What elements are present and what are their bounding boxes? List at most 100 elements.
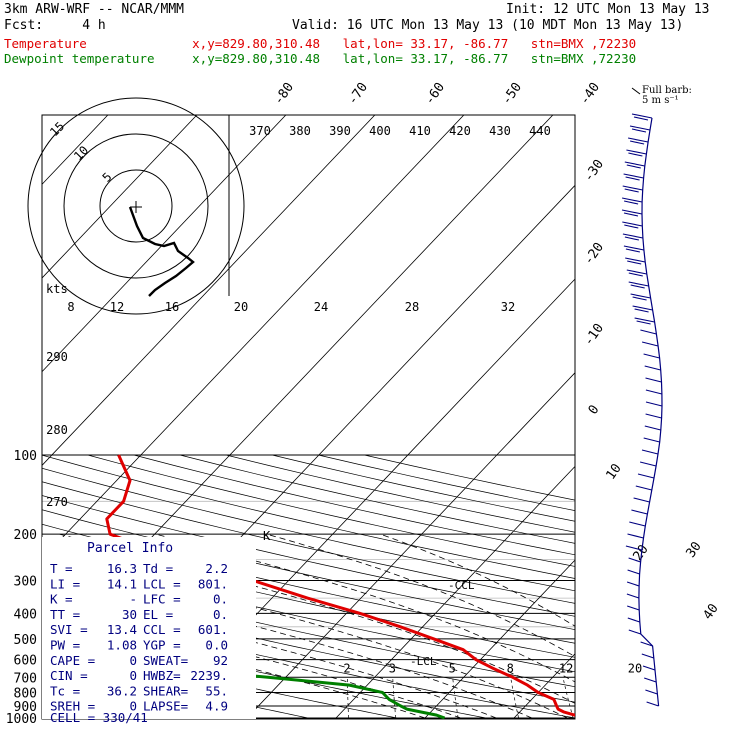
wind-barb: [641, 449, 659, 455]
pressure-label-400: 400: [14, 607, 37, 622]
dry-adiabat: [42, 495, 575, 617]
isotherm-label: 10: [603, 461, 624, 482]
parcel-row-label-a: K =: [50, 592, 73, 607]
isotherm-label: -80: [271, 80, 297, 108]
wind-barb: [625, 545, 643, 551]
theta-e-label: 8: [67, 300, 74, 314]
theta-e-label: 12: [110, 300, 124, 314]
wind-barb: [628, 281, 649, 289]
parcel-row-value-a: 1.08: [107, 638, 137, 653]
wind-barb: [645, 689, 658, 695]
wind-barb: [646, 701, 659, 707]
isotherm-label: 40: [700, 601, 721, 622]
parcel-row-value-b: 601.: [198, 622, 228, 637]
wind-barb: [627, 605, 640, 611]
theta-label: 440: [529, 124, 551, 138]
wind-barb: [629, 521, 646, 527]
mixing-ratio-label: 8: [507, 661, 514, 675]
parcel-row-value-b: 92: [213, 653, 228, 668]
isotherm-line: [42, 115, 465, 560]
moist-adiabat: [266, 533, 575, 658]
hodograph-ring-label: 15: [47, 119, 67, 139]
hodograph-ring-label: 10: [71, 143, 91, 163]
pressure-label-300: 300: [14, 574, 37, 589]
wind-barb: [633, 497, 650, 503]
theta-e-label: 24: [314, 300, 328, 314]
isotherm-line: [334, 465, 575, 719]
hodograph-units: kts: [46, 282, 68, 296]
parcel-row-value-a: -: [129, 592, 137, 607]
parcel-row-label-a: SREH =: [50, 699, 95, 714]
wind-barb: [629, 125, 651, 133]
dry-adiabat: [87, 454, 575, 567]
temperature-legend: Temperature x,y=829.80,310.48 lat,lon= 3…: [4, 36, 637, 51]
wind-barb: [637, 473, 655, 479]
parcel-row-value-b: 2239.: [190, 668, 228, 683]
lcl-annotation: -LCL: [410, 655, 437, 668]
parcel-row-label-b: LCL =: [143, 576, 181, 591]
mixing-ratio-line: [347, 677, 349, 718]
wind-barb: [645, 389, 663, 395]
parcel-row-value-b: 0.: [213, 592, 228, 607]
hodograph-ring: [63, 133, 209, 279]
parcel-row-label-a: CAPE =: [50, 653, 95, 668]
isotherm-line: [0, 115, 19, 719]
parcel-row-label-a: TT =: [50, 607, 80, 622]
wind-barb: [626, 581, 640, 587]
parcel-row-label-b: YGP =: [143, 638, 181, 653]
wind-barb: [626, 593, 640, 599]
moist-adiabat: [42, 570, 532, 719]
moist-adiabat: [42, 614, 426, 719]
pressure-label-100: 100: [14, 449, 37, 464]
wind-barb: [622, 185, 643, 193]
theta-e-label: 32: [501, 300, 515, 314]
parcel-row-value-b: 4.9: [205, 699, 228, 714]
parcel-row-label-a: CIN =: [50, 668, 88, 683]
parcel-row-label-b: HWBZ=: [143, 668, 181, 683]
wind-barb: [634, 317, 655, 325]
wind-barb: [626, 269, 647, 277]
wind-barb: [621, 197, 643, 205]
mixing-ratio-label: 3: [389, 661, 396, 675]
barb-legend-flag: [631, 87, 641, 95]
pressure-label-600: 600: [14, 654, 37, 669]
mixing-ratio-label: 2: [343, 661, 350, 675]
wind-barb: [623, 245, 645, 253]
theta-side-label: 290: [46, 350, 68, 364]
mixing-ratio-line: [452, 677, 459, 719]
wind-barb: [627, 137, 649, 145]
parcel-info-title: Parcel Info: [87, 541, 173, 556]
wind-barb: [630, 293, 651, 301]
isotherm-line: [42, 115, 376, 466]
wind-barb: [622, 233, 644, 241]
parcel-cell: CELL = 330/41: [50, 710, 148, 725]
temperature-profile: [105, 454, 575, 717]
parcel-row-value-a: 0: [129, 699, 137, 714]
wind-barb: [645, 377, 662, 383]
wind-barb: [625, 257, 646, 265]
mixing-ratio-line: [392, 677, 397, 719]
init-time: Init: 12 UTC Mon 13 May 13: [506, 2, 710, 17]
wind-barb: [640, 329, 657, 335]
pressure-label-900: 900: [14, 700, 37, 715]
pressure-label-800: 800: [14, 687, 37, 702]
model-title: 3km ARW-WRF -- NCAR/MMM: [4, 2, 185, 17]
wind-barb: [621, 209, 643, 217]
theta-label: 380: [289, 124, 311, 138]
wind-barb: [635, 485, 652, 491]
wind-barb: [627, 533, 644, 539]
parcel-row-label-a: T =: [50, 561, 73, 576]
parcel-row-value-b: 0.0: [205, 638, 228, 653]
isotherm-label: -50: [499, 80, 525, 108]
barb-legend: Full barb:: [642, 85, 692, 96]
barb-units: 5 m s⁻¹: [642, 95, 679, 106]
parcel-info-panel: [42, 537, 256, 719]
wind-barb: [641, 653, 654, 659]
wind-barb: [644, 677, 657, 683]
parcel-row-label-a: Tc =: [50, 683, 80, 698]
wind-barb-staff: [638, 117, 663, 707]
parcel-row-value-a: 30: [122, 607, 137, 622]
parcel-row-label-b: Td =: [143, 561, 173, 576]
parcel-row-value-a: 16.3: [107, 561, 137, 576]
isotherm-label: -30: [581, 157, 607, 185]
